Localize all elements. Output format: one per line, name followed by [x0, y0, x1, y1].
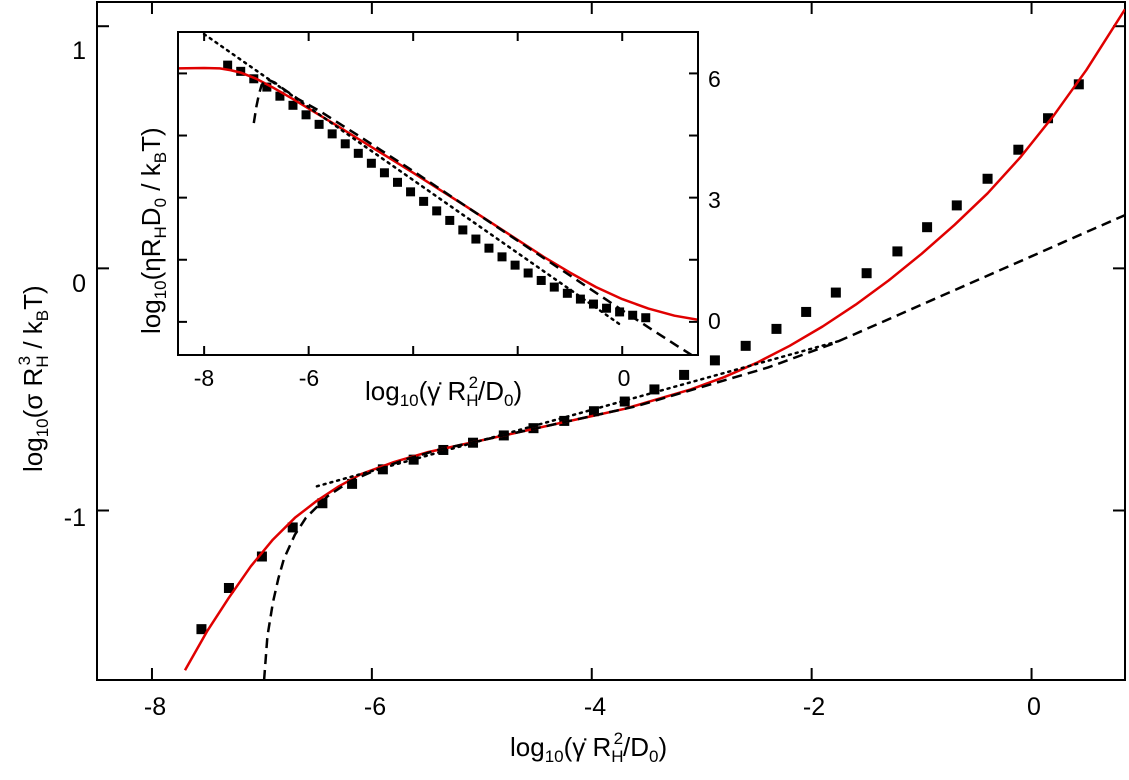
main-y-axis-label: log10(σ RH3 / kBT) — [15, 285, 52, 472]
inset-data-point — [445, 215, 455, 225]
main-data-point — [982, 173, 993, 184]
main-data-point — [377, 464, 388, 475]
inset-data-point — [575, 294, 585, 304]
main-plot-panel: -8 -6 -4 -2 0 -1 0 1 — [64, 1, 1126, 721]
inset-data-point — [588, 299, 598, 309]
inset-data-point — [353, 148, 363, 158]
inset-x-tick-label: 0 — [618, 365, 631, 391]
main-tick-labels: -8 -6 -4 -2 0 -1 0 1 — [64, 37, 1041, 721]
inset-data-layer — [178, 32, 698, 355]
inset-data-point — [419, 196, 429, 206]
main-y-tick-label: 1 — [72, 37, 86, 65]
main-data-point — [347, 478, 358, 489]
main-data-point — [892, 246, 903, 257]
main-data-point — [1043, 113, 1054, 124]
main-data-point — [256, 551, 267, 562]
inset-data-point — [484, 243, 494, 253]
main-data-point — [649, 384, 660, 395]
main-data-point — [223, 582, 234, 593]
main-data-point — [830, 287, 841, 298]
inset-x-tick-label: -6 — [299, 365, 319, 391]
main-data-point — [588, 406, 599, 417]
main-x-tick-label: -8 — [144, 693, 166, 721]
inset-data-point — [314, 119, 324, 129]
inset-y-axis-label: log10(ηRHD0 / kBT) — [136, 127, 170, 334]
main-data-point — [922, 222, 933, 233]
main-solid-curve — [183, 8, 1125, 671]
inset-data-point — [432, 206, 442, 216]
main-data-point — [196, 624, 207, 635]
main-x-tick-label: -4 — [584, 693, 606, 721]
inset-data-point — [602, 303, 612, 313]
main-data-point — [801, 306, 812, 317]
inset-data-point — [379, 168, 389, 178]
main-plot-frame — [96, 1, 1126, 681]
main-x-tick-label: 0 — [1027, 693, 1041, 721]
main-data-layer — [183, 8, 1125, 680]
inset-data-point — [510, 260, 520, 270]
main-data-point — [287, 522, 298, 533]
main-data-point — [619, 396, 630, 407]
inset-data-point — [536, 275, 546, 285]
inset-y-tick-label: 6 — [708, 66, 721, 92]
inset-data-point — [392, 177, 402, 187]
main-y-tick-label: -1 — [64, 504, 86, 532]
inset-data-point — [497, 252, 507, 262]
inset-data-point — [301, 110, 311, 120]
inset-data-point — [615, 307, 625, 317]
main-dotted-line — [315, 339, 841, 488]
main-x-axis-label: log10(γ̇ RH2/D0) — [510, 729, 667, 766]
main-data-point — [709, 355, 720, 366]
inset-data-point — [275, 91, 285, 101]
inset-dotted-line — [202, 32, 624, 328]
inset-data-point — [288, 100, 298, 110]
inset-x-tick-label: -8 — [194, 365, 214, 391]
main-axis-ticks — [97, 2, 1125, 680]
inset-plot-panel: -8 -6 0 0 3 6 log10(γ̇ RH2/D0) log10(ηRH… — [136, 31, 721, 410]
inset-data-point — [458, 225, 468, 235]
inset-data-point — [340, 139, 350, 149]
inset-plot-frame — [177, 31, 699, 356]
inset-data-point — [327, 129, 337, 139]
inset-dashed-curve — [252, 77, 694, 355]
inset-axis-ticks — [178, 32, 698, 355]
inset-data-point — [628, 310, 638, 320]
inset-y-tick-label: 0 — [708, 308, 721, 334]
main-data-point — [317, 498, 328, 509]
main-y-tick-label: 0 — [72, 270, 86, 298]
main-data-point — [679, 369, 690, 380]
inset-data-point — [366, 158, 376, 168]
inset-data-point — [523, 268, 533, 278]
main-x-tick-label: -6 — [364, 693, 386, 721]
main-dashed-curve — [262, 213, 1125, 680]
main-x-tick-label: -2 — [803, 693, 825, 721]
inset-data-point — [406, 187, 416, 197]
main-data-point — [951, 200, 962, 211]
main-data-point — [861, 268, 872, 279]
inset-data-point — [562, 288, 572, 298]
inset-data-point — [262, 82, 272, 92]
main-data-point — [1073, 79, 1084, 90]
inset-data-point — [223, 60, 233, 70]
inset-data-point — [549, 282, 559, 292]
inset-solid-curve — [178, 66, 698, 322]
inset-y-tick-label: 3 — [708, 187, 721, 213]
inset-data-point — [471, 234, 481, 244]
inset-tick-labels: -8 -6 0 0 3 6 — [194, 66, 721, 391]
main-data-point — [740, 340, 751, 351]
main-data-point — [771, 323, 782, 334]
inset-x-axis-label: log10(γ̇ RH2/D0) — [365, 373, 522, 410]
main-data-point — [1013, 144, 1024, 155]
inset-data-point — [641, 313, 651, 323]
